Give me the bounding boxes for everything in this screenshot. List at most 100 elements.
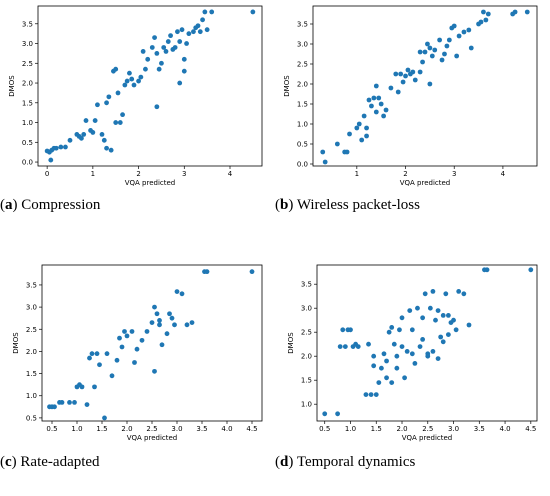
x-tick-label-c: 1.5 [96, 425, 107, 433]
plot-frame-b [312, 5, 538, 167]
x-tick-label-d: 0.5 [319, 425, 330, 433]
data-point-a [79, 135, 84, 141]
data-point-d [399, 344, 405, 349]
y-tick-label-a: 3.5 [22, 20, 33, 28]
data-point-a [138, 74, 144, 80]
x-tick-label-d: 4.0 [499, 425, 510, 433]
data-point-d [404, 349, 410, 354]
y-tick-label-d: 3.5 [301, 281, 312, 289]
data-point-d [425, 353, 431, 359]
data-point-b [481, 9, 486, 15]
data-point-a [204, 27, 210, 33]
x-tick-label-a: 1 [91, 170, 95, 178]
data-point-b [524, 9, 530, 15]
data-point-a [200, 17, 205, 23]
y-tick-label-d: 1.0 [301, 401, 312, 409]
data-point-b [364, 125, 369, 131]
data-point-d [389, 380, 395, 385]
data-point-a [122, 82, 128, 88]
y-tick-label-c: 1.5 [26, 370, 37, 378]
data-point-a [90, 130, 96, 135]
data-point-b [378, 101, 384, 107]
data-point-b [320, 149, 326, 155]
data-point-b [393, 71, 399, 77]
x-tick-label-d: 2.0 [396, 425, 407, 433]
data-point-a [202, 9, 208, 15]
data-point-a [154, 104, 160, 110]
data-point-c [184, 322, 190, 328]
x-axis-label-c: VQA predicted [127, 434, 178, 442]
data-point-b [373, 109, 379, 115]
y-tick-label-a: 2.5 [22, 60, 33, 68]
x-tick-label-c: 1.0 [71, 425, 82, 433]
x-tick-label-a: 2 [136, 170, 140, 178]
plot-frame-a [37, 5, 263, 167]
chart-d-caption-letter: d [280, 454, 289, 470]
data-point-d [373, 392, 379, 397]
data-point-d [389, 325, 395, 330]
data-point-d [376, 380, 382, 385]
data-point-d [443, 291, 449, 297]
chart-a-caption-text: Compression [21, 197, 101, 213]
data-point-d [384, 375, 389, 381]
chart-d-svg: 0.5 1.0 1.5 2.0 2.5 3.0 3.5 4.0 4.5 1.0 1.5 2.0 2.5 3… [287, 264, 538, 442]
chart-a-caption: (a) Compression [0, 197, 101, 213]
data-point-c [89, 351, 95, 357]
data-point-c [249, 269, 255, 275]
data-point-d [420, 315, 426, 321]
data-point-d [394, 353, 400, 359]
data-point-d [340, 327, 346, 333]
y-tick-label-d: 1.5 [301, 377, 312, 385]
data-point-a [124, 78, 130, 84]
y-axis-label-d: DMOS [287, 332, 295, 354]
data-point-c [167, 311, 172, 317]
data-point-d [391, 341, 397, 347]
data-point-b [417, 49, 423, 55]
chart-panel-c: 0.5 1.0 1.5 2.0 2.5 3.0 3.5 4.0 4.5 0.5 1.0 1.5 2.0 2… [0, 258, 275, 496]
data-point-b [444, 43, 450, 49]
data-point-c [154, 311, 160, 317]
data-point-d [435, 308, 441, 313]
y-tick-label-c: 2.5 [26, 326, 37, 334]
data-point-c [132, 360, 137, 365]
data-point-d [451, 317, 456, 323]
data-point-a [92, 118, 98, 123]
data-point-b [439, 57, 445, 63]
chart-b-caption-letter: b [280, 197, 289, 213]
chart-b-caption: (b) Wireless packet-loss [275, 197, 420, 213]
data-point-a [104, 100, 109, 106]
y-tick-label-a: 2.0 [22, 80, 33, 88]
data-point-c [72, 399, 77, 405]
data-point-a [159, 60, 164, 66]
data-point-b [344, 149, 350, 155]
data-point-b [334, 141, 340, 147]
chart-c-caption-letter: c [5, 454, 12, 470]
data-point-b [410, 69, 416, 75]
data-point-a [127, 70, 132, 76]
data-point-b [373, 83, 379, 89]
chart-c-caption: (c) Rate-adapted [0, 454, 100, 470]
x-tick-label-c: 2.0 [121, 425, 132, 433]
data-point-d [355, 344, 361, 349]
y-tick-label-b: 2.5 [297, 61, 308, 69]
data-point-d [384, 358, 389, 364]
y-tick-label-a: 1.5 [22, 99, 33, 107]
data-point-a [197, 29, 203, 35]
data-point-a [129, 76, 135, 82]
chart-c-svg: 0.5 1.0 1.5 2.0 2.5 3.0 3.5 4.0 4.5 0.5 1.0 1.5 2.0 2… [12, 264, 263, 442]
data-point-a [163, 49, 169, 54]
x-tick-label-c: 2.5 [146, 425, 157, 433]
data-point-c [169, 315, 175, 321]
data-point-a [168, 33, 173, 39]
data-point-c [124, 333, 130, 339]
data-point-b [405, 67, 411, 73]
y-tick-label-b: 0.0 [297, 161, 308, 169]
data-point-b [422, 49, 428, 55]
data-point-d [453, 327, 459, 333]
data-point-a [58, 144, 64, 150]
data-point-b [437, 37, 443, 43]
data-point-a [115, 90, 121, 96]
data-point-b [356, 121, 362, 127]
data-point-c [174, 289, 180, 294]
x-tick-label-c: 0.5 [46, 425, 57, 433]
